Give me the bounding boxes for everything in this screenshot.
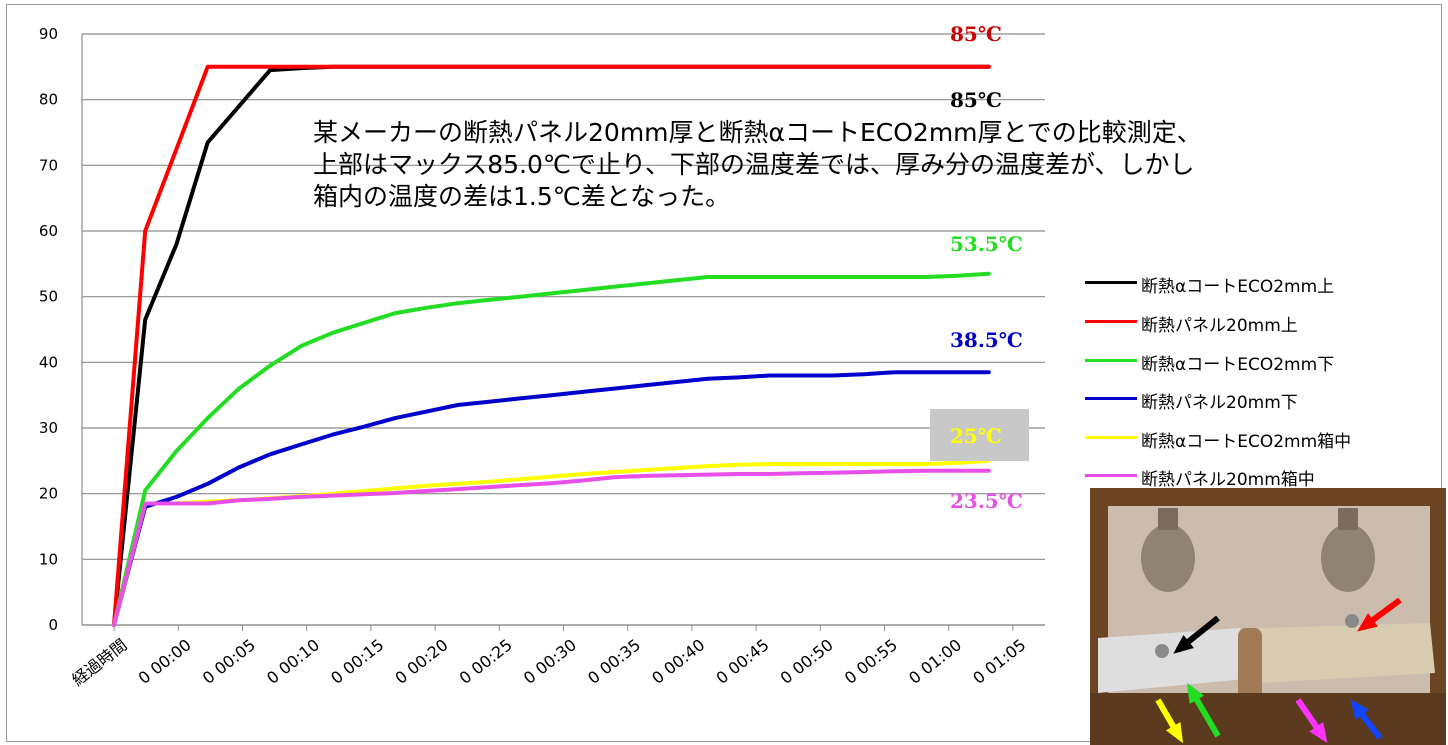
lamp-socket-left: [1158, 508, 1178, 530]
x-tick-label: 0 00:50: [777, 635, 837, 688]
legend-swatch: [1085, 436, 1137, 439]
clamp-center: [1238, 628, 1262, 708]
x-tick-label: 経過時間: [68, 635, 130, 689]
legend-item: 断熱αコートECO2mm上: [1085, 272, 1425, 297]
y-tick-labels: 0 10 20 30 40 50 60 70 80 90: [39, 25, 58, 634]
legend-swatch: [1085, 320, 1137, 323]
x-tick-label: 0 00:20: [392, 635, 452, 688]
test-box-photo-drawing: [1090, 488, 1446, 745]
series-line: [112, 468, 991, 627]
legend-label: 断熱αコートECO2mm箱中: [1141, 432, 1352, 452]
legend-swatch: [1085, 281, 1137, 284]
x-tick-label: 0 00:45: [713, 635, 773, 688]
legend-item: 断熱αコートECO2mm下: [1085, 350, 1425, 375]
series-line: [112, 458, 991, 627]
x-tick-label: 0 00:05: [199, 635, 259, 688]
y-tick-label: 80: [39, 91, 58, 109]
y-tick-label: 70: [39, 156, 58, 174]
y-tick-label: 40: [39, 353, 58, 371]
value-label-red-top: 85℃: [950, 22, 1002, 46]
annotation-line-3: 箱内の温度の差は1.5℃差となった。: [313, 182, 731, 211]
x-tick-label: 0 00:55: [841, 635, 901, 688]
value-label-pink: 23.5℃: [950, 489, 1023, 513]
annotation-line-2: 上部はマックス85.0℃で止り、下部の温度差では、厚み分の温度差が、しかし: [313, 150, 1195, 179]
x-tick-label: 0 00:10: [263, 635, 323, 688]
lamp-bulb-right: [1321, 524, 1375, 592]
x-tick-label: 0 01:00: [905, 635, 965, 688]
photo-arrow-head: [1186, 682, 1205, 704]
board-right: [1260, 623, 1435, 683]
legend-label: 断熱パネル20mm下: [1141, 393, 1298, 413]
legend-label: 断熱αコートECO2mm下: [1141, 355, 1335, 375]
sensor-right: [1345, 614, 1359, 628]
y-tick-label: 30: [39, 419, 58, 437]
value-label-black-top: 85℃: [950, 88, 1002, 112]
x-tick-label: 0 01:05: [969, 635, 1029, 688]
legend-item: 断熱パネル20mm上: [1085, 311, 1425, 336]
series-line: [112, 370, 991, 627]
photo-arrow-head: [1350, 699, 1369, 720]
chart-annotation: 某メーカーの断熱パネル20mm厚と断熱αコートECO2mm厚とでの比較測定、 上…: [313, 117, 1202, 213]
series-lines: [112, 64, 991, 627]
legend-swatch: [1085, 397, 1137, 400]
sensor-left: [1155, 644, 1169, 658]
y-tick-label: 60: [39, 222, 58, 240]
box-floor: [1090, 693, 1446, 745]
photo-arrow-head: [1173, 634, 1194, 654]
legend-item: 断熱αコートECO2mm箱中: [1085, 427, 1425, 452]
series-line: [112, 271, 991, 627]
x-tick-label: 0 00:40: [648, 635, 708, 688]
x-tick-label: 0 00:00: [135, 635, 195, 688]
annotation-line-1: 某メーカーの断熱パネル20mm厚と断熱αコートECO2mm厚とでの比較測定、: [313, 118, 1202, 147]
x-tick-label: 0 00:35: [584, 635, 644, 688]
y-tick-label: 50: [39, 288, 58, 306]
y-tick-label: 90: [39, 25, 58, 43]
grid-lines: [81, 33, 1045, 631]
lamp-socket-right: [1338, 508, 1358, 530]
legend-label: 断熱αコートECO2mm上: [1141, 277, 1335, 297]
legend-item: 断熱パネル20mm箱中: [1085, 465, 1425, 490]
x-tick-label: 0 00:15: [327, 635, 387, 688]
series-line: [112, 64, 991, 627]
board-left: [1098, 628, 1255, 693]
legend-label: 断熱パネル20mm箱中: [1141, 470, 1315, 490]
label-background-box: [930, 409, 1029, 461]
photo-arrow-head: [1357, 613, 1378, 632]
value-label-green: 53.5℃: [950, 232, 1023, 256]
x-tick-label: 0 00:30: [520, 635, 580, 688]
x-tick-labels: 経過時間 0 00:00 0 00:05 0 00:10 0 00:15 0 00:20 0…: [68, 635, 1029, 689]
chart-frame: [6, 4, 1442, 742]
legend-swatch: [1085, 474, 1137, 477]
photo-arrow-head: [1165, 722, 1184, 744]
y-tick-label: 0: [48, 616, 58, 634]
legend-item: 断熱パネル20mm下: [1085, 388, 1425, 413]
value-label-blue: 38.5℃: [950, 328, 1023, 352]
legend-swatch: [1085, 359, 1137, 362]
test-box-photo: [1090, 488, 1446, 745]
value-label-yellow: 25℃: [950, 424, 1002, 448]
legend-label: 断熱パネル20mm上: [1141, 316, 1298, 336]
photo-arrow-head: [1309, 722, 1328, 743]
lamp-bulb-left: [1141, 524, 1195, 592]
x-tick-label: 0 00:25: [456, 635, 516, 688]
y-tick-label: 20: [39, 485, 58, 503]
y-tick-label: 10: [39, 550, 58, 568]
